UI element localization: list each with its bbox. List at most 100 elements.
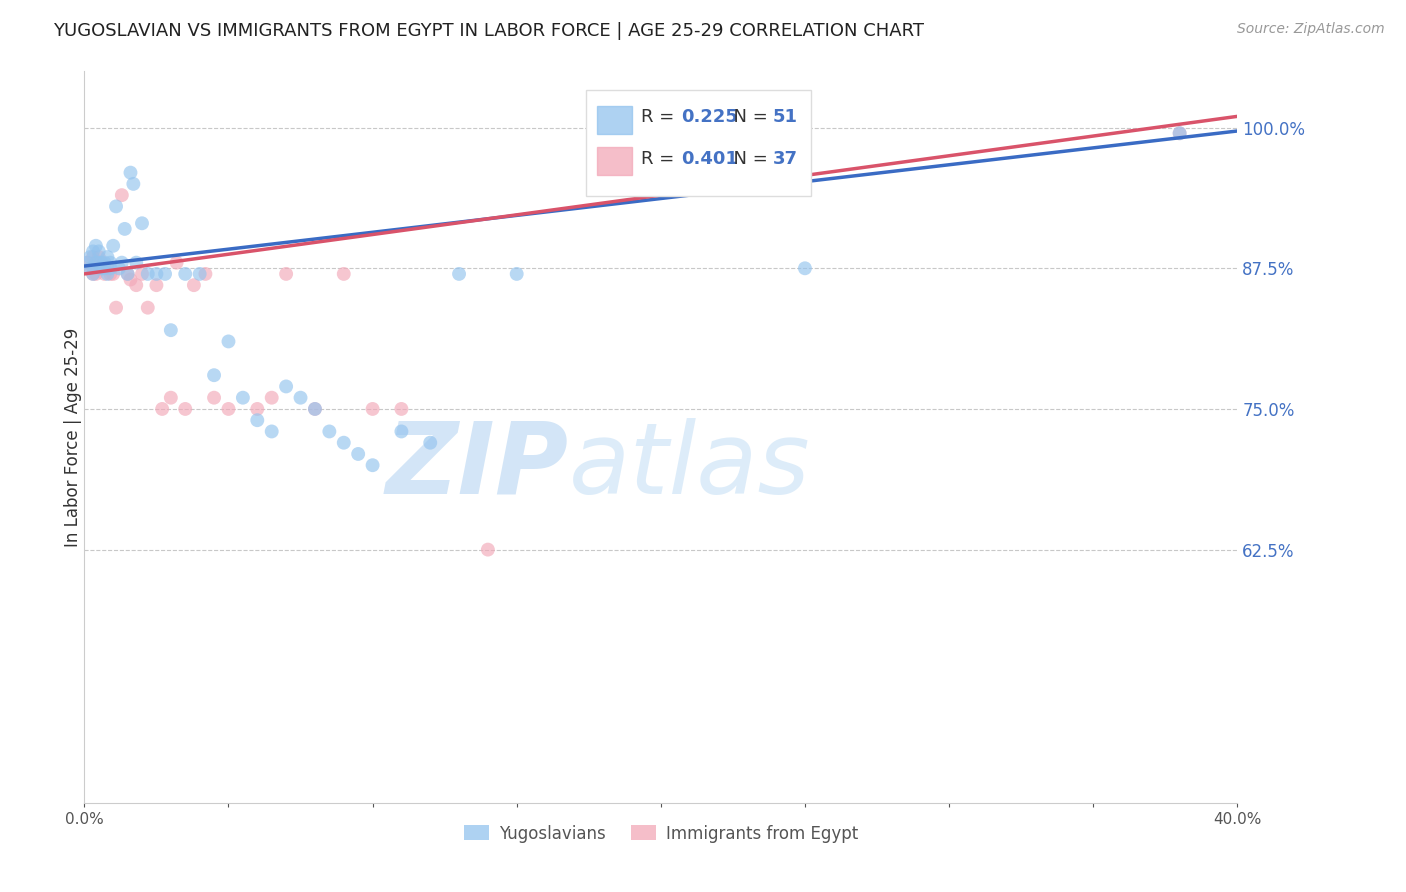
Point — [260, 425, 283, 439]
FancyBboxPatch shape — [586, 90, 811, 195]
Point — [103, 239, 124, 253]
Point — [114, 222, 136, 236]
Point — [246, 401, 269, 416]
Point — [90, 255, 112, 269]
Y-axis label: In Labor Force | Age 25-29: In Labor Force | Age 25-29 — [65, 327, 82, 547]
Point — [361, 401, 384, 416]
Point — [93, 261, 115, 276]
Point — [136, 267, 159, 281]
Point — [82, 267, 104, 281]
Point — [76, 255, 98, 269]
Point — [87, 250, 110, 264]
Point — [153, 267, 176, 281]
Point — [98, 255, 121, 269]
Point — [160, 323, 183, 337]
Point — [93, 255, 115, 269]
Point — [232, 391, 254, 405]
Point — [304, 401, 326, 416]
Point — [93, 267, 115, 281]
Point — [150, 401, 173, 416]
Point — [96, 267, 118, 281]
Point — [794, 261, 817, 276]
Text: atlas: atlas — [568, 417, 810, 515]
Text: R =: R = — [641, 109, 681, 127]
Point — [111, 188, 134, 202]
Point — [202, 391, 225, 405]
Point — [1168, 126, 1191, 140]
Point — [120, 272, 142, 286]
Text: ZIP: ZIP — [385, 417, 568, 515]
Point — [506, 267, 529, 281]
Point — [87, 255, 110, 269]
Point — [361, 458, 384, 473]
Point — [82, 244, 104, 259]
Text: YUGOSLAVIAN VS IMMIGRANTS FROM EGYPT IN LABOR FORCE | AGE 25-29 CORRELATION CHAR: YUGOSLAVIAN VS IMMIGRANTS FROM EGYPT IN … — [53, 22, 924, 40]
Point — [304, 401, 326, 416]
Point — [333, 435, 356, 450]
Point — [79, 261, 101, 276]
Point — [188, 267, 211, 281]
Point — [98, 261, 121, 276]
Point — [108, 261, 131, 276]
Text: Source: ZipAtlas.com: Source: ZipAtlas.com — [1237, 22, 1385, 37]
Point — [87, 244, 110, 259]
Point — [125, 278, 148, 293]
Point — [391, 401, 413, 416]
Point — [218, 401, 240, 416]
Point — [174, 267, 197, 281]
Point — [84, 267, 107, 281]
Point — [103, 267, 124, 281]
Point — [174, 401, 197, 416]
Point — [82, 267, 104, 281]
Text: N =: N = — [721, 150, 773, 168]
Point — [419, 435, 441, 450]
Point — [318, 425, 340, 439]
Point — [136, 301, 159, 315]
Point — [120, 166, 142, 180]
Point — [84, 239, 107, 253]
Point — [84, 255, 107, 269]
Point — [105, 199, 128, 213]
Point — [449, 267, 471, 281]
Point — [131, 216, 153, 230]
Point — [105, 301, 128, 315]
Point — [347, 447, 370, 461]
Point — [290, 391, 312, 405]
Point — [125, 255, 148, 269]
Text: 51: 51 — [773, 109, 797, 127]
Point — [160, 391, 183, 405]
Point — [391, 425, 413, 439]
FancyBboxPatch shape — [598, 147, 633, 175]
Point — [202, 368, 225, 383]
Point — [96, 261, 118, 276]
Point — [79, 261, 101, 276]
Point — [183, 278, 205, 293]
Point — [276, 379, 298, 393]
Point — [333, 267, 356, 281]
Point — [90, 261, 112, 276]
Point — [166, 255, 188, 269]
Point — [131, 267, 153, 281]
Point — [145, 267, 167, 281]
Text: R =: R = — [641, 150, 681, 168]
Point — [218, 334, 240, 349]
Point — [1168, 126, 1191, 140]
Point — [246, 413, 269, 427]
Point — [76, 255, 98, 269]
Point — [260, 391, 283, 405]
Point — [90, 261, 112, 276]
Point — [194, 267, 217, 281]
Text: N =: N = — [721, 109, 773, 127]
Point — [145, 278, 167, 293]
FancyBboxPatch shape — [598, 106, 633, 134]
Point — [111, 255, 134, 269]
Point — [122, 177, 145, 191]
Point — [276, 267, 298, 281]
Point — [117, 267, 139, 281]
Point — [98, 267, 121, 281]
Point — [477, 542, 499, 557]
Point — [82, 250, 104, 264]
Point — [117, 267, 139, 281]
Text: 37: 37 — [773, 150, 797, 168]
Legend: Yugoslavians, Immigrants from Egypt: Yugoslavians, Immigrants from Egypt — [457, 818, 865, 849]
